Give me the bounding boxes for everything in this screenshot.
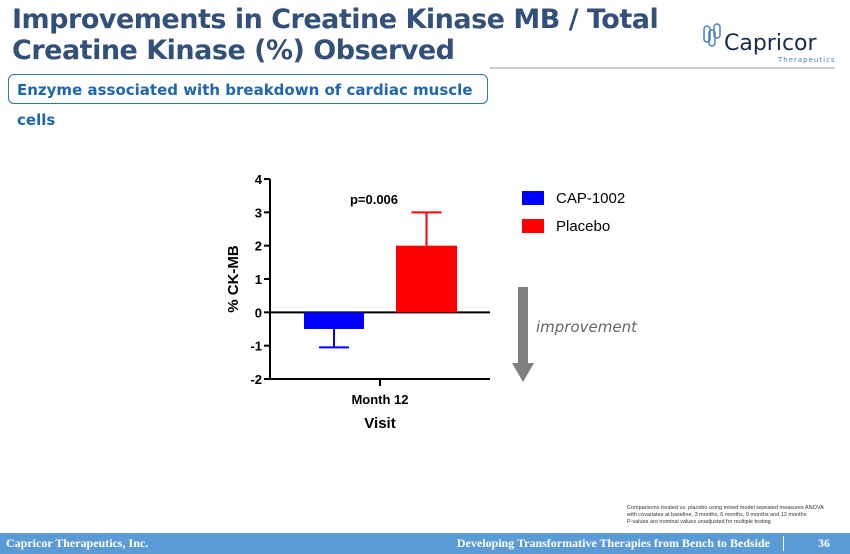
capricor-logo: Capricor Therapeutics xyxy=(700,18,850,68)
y-tick-label: -1 xyxy=(250,339,262,354)
x-tick-label: Month 12 xyxy=(351,392,408,407)
y-tick-label: 4 xyxy=(255,172,263,187)
subtitle-box: Enzyme associated with breakdown of card… xyxy=(8,74,488,129)
legend-swatch xyxy=(522,191,544,205)
note-line: P-values are nominal values unadjusted f… xyxy=(627,519,771,525)
bar-placebo xyxy=(396,245,457,313)
legend-label: CAP-1002 xyxy=(556,190,625,207)
note-line: with covariates at baseline, 3 months, 6… xyxy=(627,512,807,518)
footer-separator xyxy=(783,536,784,551)
y-tick-label: 1 xyxy=(255,272,262,287)
y-tick-label: 3 xyxy=(255,205,262,220)
logo-tagline: Therapeutics xyxy=(777,56,836,64)
p-value-annotation: p=0.006 xyxy=(350,192,398,207)
y-tick-label: -2 xyxy=(250,372,262,387)
title-line-1: Improvements in Creatine Kinase MB / Tot… xyxy=(12,4,659,35)
legend-label: Placebo xyxy=(556,218,610,235)
footer-bar: Capricor Therapeutics, Inc. Developing T… xyxy=(0,533,850,554)
logo-text: Capricor xyxy=(724,31,818,56)
title-line-2: Creatine Kinase (%) Observed xyxy=(12,35,455,66)
x-axis-label: Visit xyxy=(364,415,395,432)
logo-mark-icon: Capricor Therapeutics xyxy=(703,23,836,64)
page-title: Improvements in Creatine Kinase MB / Tot… xyxy=(12,4,659,66)
y-tick-label: 2 xyxy=(255,239,262,254)
footer-tagline: Developing Transformative Therapies from… xyxy=(456,536,770,550)
page-number: 36 xyxy=(818,536,830,550)
bar-chart: 4 3 2 1 0 -1 -2 CAP-1002 Placebo Month 12 Visit % C… xyxy=(225,172,625,432)
improvement-label: improvement xyxy=(536,318,637,336)
y-axis-label: % CK-MB xyxy=(225,245,242,313)
bar-cap-1002 xyxy=(304,312,364,329)
footer-company: Capricor Therapeutics, Inc. xyxy=(6,536,149,550)
legend-swatch xyxy=(522,219,544,233)
note-line: Comparisons treated vs. placebo using mi… xyxy=(627,505,824,511)
down-arrow-icon xyxy=(512,287,534,382)
y-tick-label: 0 xyxy=(255,305,262,320)
header-divider xyxy=(490,67,835,69)
footnote: Comparisons treated vs. placebo using mi… xyxy=(627,505,824,526)
